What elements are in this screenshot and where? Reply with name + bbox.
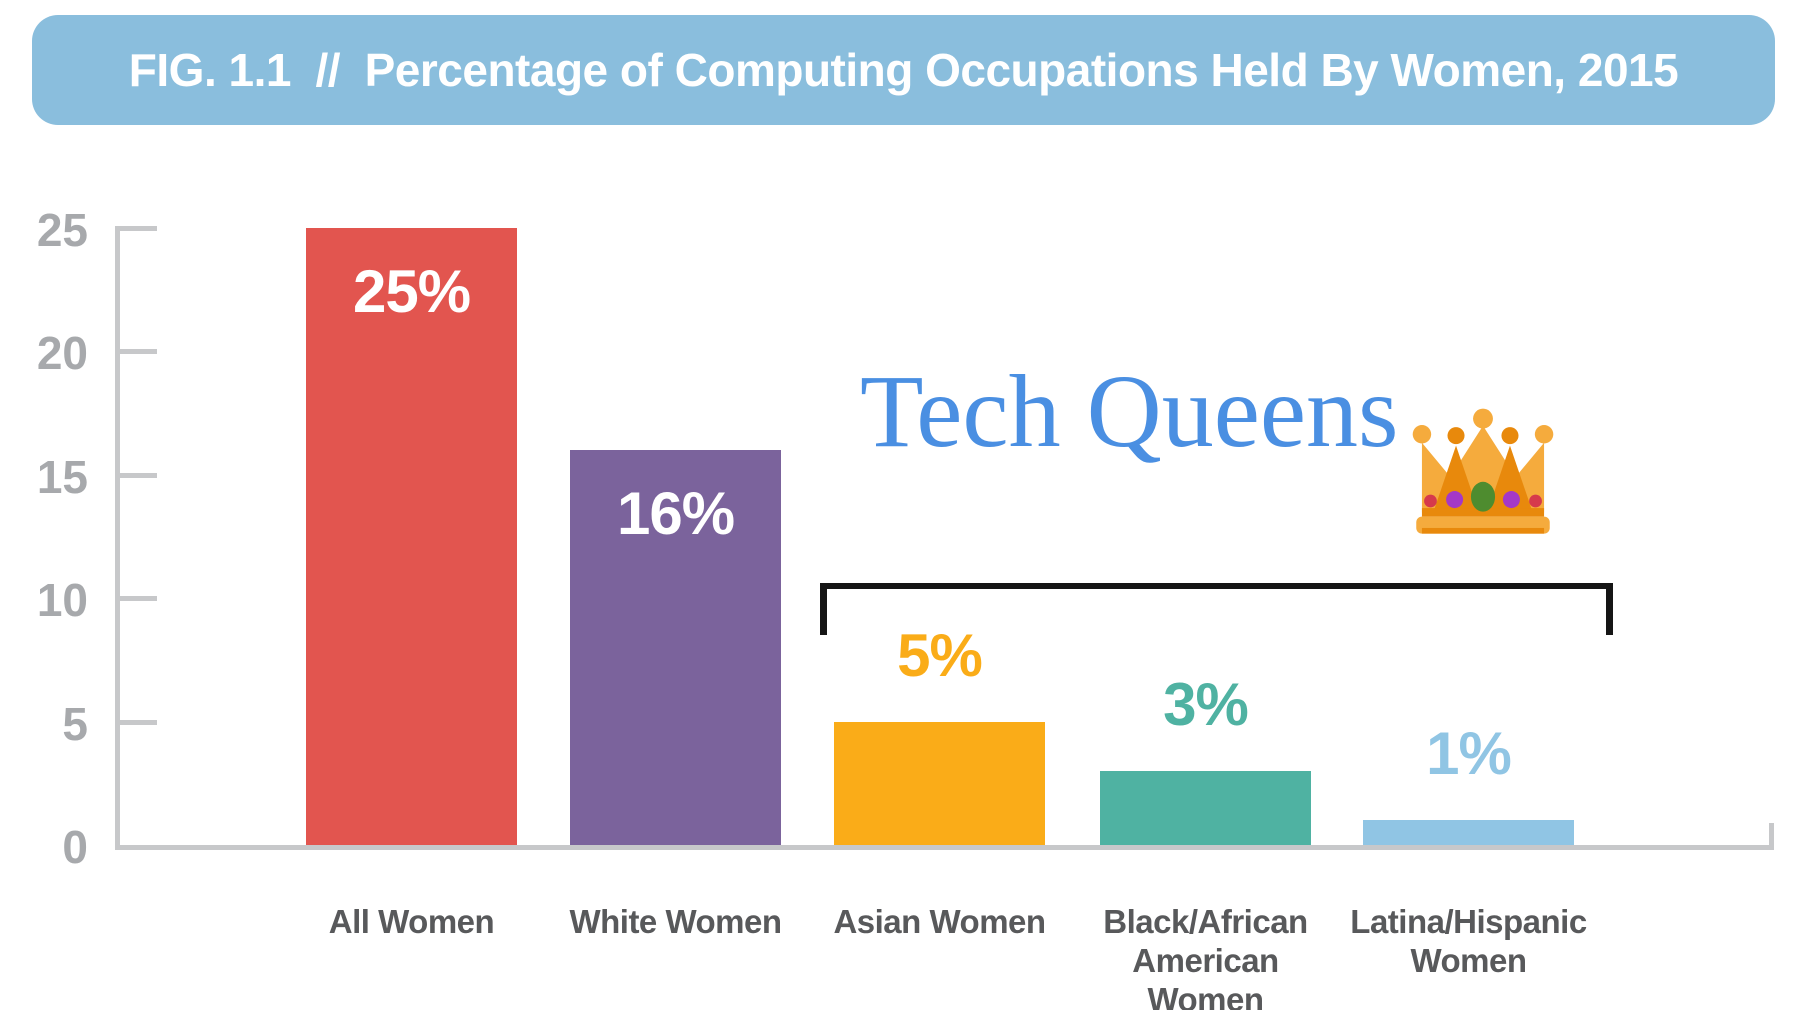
y-axis-tick — [115, 226, 157, 231]
y-axis-tick-label: 0 — [62, 821, 88, 873]
y-axis-tick — [115, 719, 157, 725]
y-axis-tick-label: 20 — [36, 327, 88, 380]
category-label: Black/African American Women — [1066, 902, 1346, 1010]
y-axis-tick-label: 25 — [36, 204, 88, 256]
y-axis-line — [115, 226, 120, 850]
bar — [306, 228, 517, 845]
tech-queens-bracket — [820, 583, 1613, 635]
bar — [1100, 770, 1311, 845]
bar-value-label: 5% — [897, 621, 983, 689]
figure-title-banner: FIG. 1.1 // Percentage of Computing Occu… — [32, 15, 1775, 125]
category-label-line: All Women — [328, 903, 495, 940]
bar — [570, 450, 781, 845]
tech-queens-label: Tech Queens — [860, 354, 1399, 469]
y-axis-tick-label: 5 — [62, 697, 88, 750]
y-axis-tick-label: 15 — [36, 450, 88, 503]
category-label-line: Women — [1410, 942, 1527, 979]
category-label-line: Latina/Hispanic — [1350, 903, 1587, 940]
category-label: Asian Women — [800, 902, 1080, 941]
category-label-line: American — [1132, 942, 1279, 979]
y-axis-tick — [115, 472, 157, 478]
figure-title: FIG. 1.1 // Percentage of Computing Occu… — [128, 44, 1679, 96]
category-label: White Women — [536, 902, 816, 941]
bar-value-label: 25% — [352, 258, 471, 325]
category-label-line: White Women — [569, 903, 782, 940]
bar — [834, 721, 1045, 845]
y-axis-tick — [115, 349, 157, 355]
category-label-line: Black/African — [1103, 903, 1308, 940]
bar-value-label: 1% — [1426, 720, 1512, 788]
y-axis-tick — [115, 596, 157, 602]
x-axis-end-tick — [1769, 823, 1774, 845]
category-label: Latina/Hispanic Women — [1329, 902, 1609, 980]
category-label-line: Women — [1147, 981, 1264, 1010]
category-label: All Women — [272, 902, 552, 941]
bar-value-label: 3% — [1163, 670, 1249, 738]
bar-value-label: 16% — [616, 480, 735, 548]
y-axis-tick-label: 10 — [36, 574, 88, 627]
bar — [1363, 820, 1574, 845]
x-axis-line — [115, 845, 1774, 850]
category-label-line: Asian Women — [833, 903, 1046, 940]
crown-emoji-icon — [1412, 408, 1554, 534]
